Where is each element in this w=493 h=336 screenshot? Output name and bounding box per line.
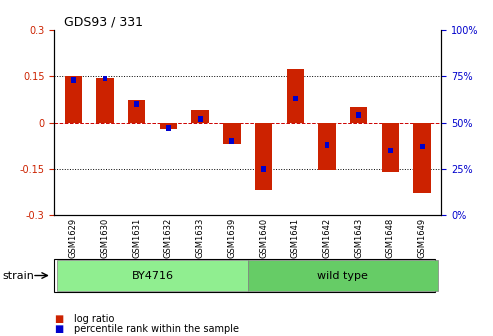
Text: ■: ■ xyxy=(54,314,64,324)
Bar xyxy=(230,138,234,144)
Bar xyxy=(382,123,399,172)
Bar xyxy=(71,77,75,83)
Bar xyxy=(128,99,145,123)
Text: percentile rank within the sample: percentile rank within the sample xyxy=(74,324,239,334)
Bar xyxy=(134,101,139,107)
Bar xyxy=(248,260,438,291)
Text: GDS93 / 331: GDS93 / 331 xyxy=(64,15,143,29)
Bar xyxy=(350,107,367,123)
Bar xyxy=(103,76,107,81)
Bar xyxy=(414,123,431,194)
Bar xyxy=(65,77,82,123)
Bar xyxy=(388,148,393,153)
Bar xyxy=(293,96,298,101)
Bar xyxy=(420,144,424,150)
Text: ■: ■ xyxy=(54,324,64,334)
Bar xyxy=(166,125,171,131)
Bar xyxy=(356,113,361,118)
Bar xyxy=(318,123,336,170)
Bar xyxy=(198,116,203,122)
Text: strain: strain xyxy=(2,270,35,281)
Text: wild type: wild type xyxy=(317,270,368,281)
Bar xyxy=(286,69,304,123)
Bar xyxy=(96,78,114,123)
Bar xyxy=(191,110,209,123)
Bar xyxy=(255,123,272,191)
Bar xyxy=(325,142,329,148)
Bar xyxy=(57,260,248,291)
Text: BY4716: BY4716 xyxy=(132,270,174,281)
Text: log ratio: log ratio xyxy=(74,314,114,324)
Bar xyxy=(223,123,241,144)
Bar xyxy=(160,123,177,129)
Bar xyxy=(261,166,266,172)
